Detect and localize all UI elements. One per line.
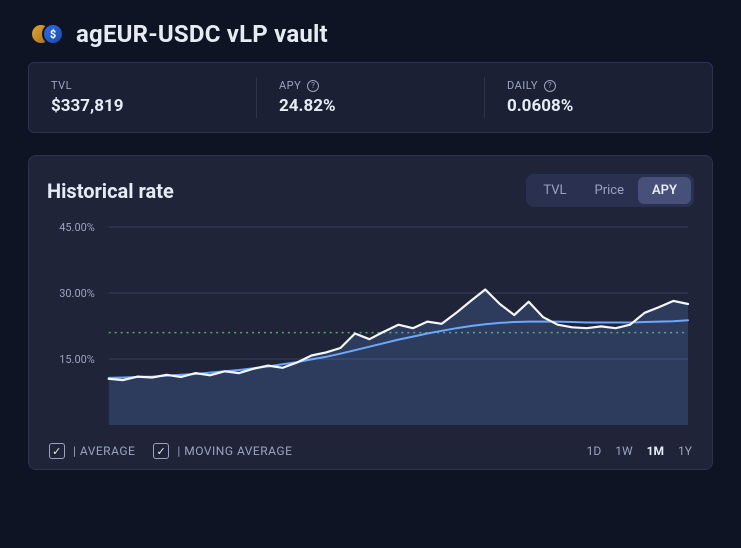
token-icon-usdc: $ — [42, 23, 64, 45]
y-tick-label: 30.00% — [59, 287, 95, 300]
legend-label: | MOVING AVERAGE — [177, 444, 292, 458]
range-1d[interactable]: 1D — [587, 444, 602, 458]
legend-1[interactable]: | MOVING AVERAGE — [153, 443, 292, 459]
time-range-tabs: 1D 1W 1M 1Y — [587, 444, 692, 458]
stat-label: DAILY — [507, 79, 538, 92]
token-pair-icon: $ — [30, 23, 64, 45]
stat-value: $337,819 — [51, 96, 234, 116]
tab-tvl[interactable]: TVL — [529, 177, 580, 204]
stat-apy: APY? 24.82% — [256, 77, 484, 118]
chart-area: 15.00% 30.00% 45.00% — [47, 221, 694, 431]
stat-daily: DAILY? 0.0608% — [484, 77, 712, 118]
tab-apy[interactable]: APY — [638, 177, 691, 204]
checkbox-icon — [153, 443, 169, 459]
stat-value: 24.82% — [279, 96, 462, 116]
chart-metric-tabs: TVLPriceAPY — [526, 174, 694, 207]
range-1w[interactable]: 1W — [615, 444, 632, 458]
info-icon[interactable]: ? — [307, 80, 319, 92]
stat-value: 0.0608% — [507, 96, 690, 116]
legend-0[interactable]: | AVERAGE — [49, 443, 135, 459]
stat-tvl: TVL $337,819 — [29, 77, 256, 118]
stat-label: TVL — [51, 79, 72, 92]
page-header: $ agEUR-USDC vLP vault — [30, 20, 713, 48]
range-1y[interactable]: 1Y — [678, 444, 692, 458]
page-title: agEUR-USDC vLP vault — [76, 20, 328, 48]
chart-title: Historical rate — [47, 179, 174, 203]
legend-label: | AVERAGE — [73, 444, 135, 458]
info-icon[interactable]: ? — [544, 80, 556, 92]
y-tick-label: 15.00% — [59, 353, 95, 366]
line-chart: 15.00% 30.00% 45.00% — [47, 221, 694, 431]
stat-label: APY — [279, 79, 301, 92]
y-tick-label: 45.00% — [59, 221, 95, 234]
range-1m[interactable]: 1M — [647, 444, 664, 458]
tab-price[interactable]: Price — [581, 177, 638, 204]
chart-legends: | AVERAGE | MOVING AVERAGE — [49, 443, 292, 459]
stats-bar: TVL $337,819 APY? 24.82% DAILY? 0.0608% — [28, 62, 713, 133]
checkbox-icon — [49, 443, 65, 459]
historical-rate-panel: Historical rate TVLPriceAPY 15.00% 30.00%… — [28, 155, 713, 470]
